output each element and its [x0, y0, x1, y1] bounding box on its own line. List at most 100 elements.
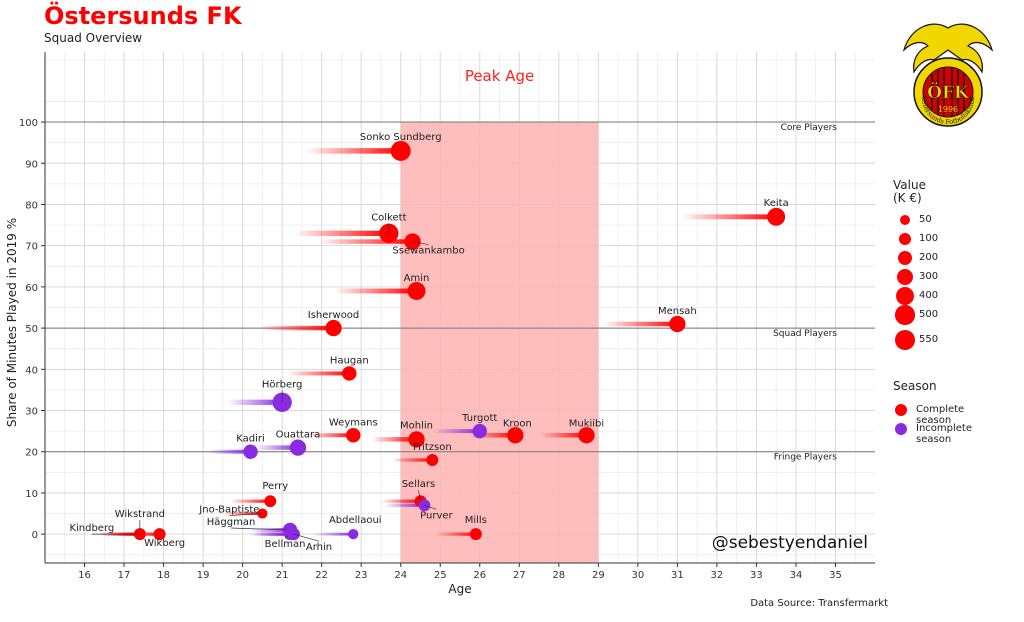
player-label: Fritzson [413, 442, 452, 453]
peak-age-band [400, 122, 599, 563]
player-label: Isherwood [308, 310, 360, 321]
value-legend-label: 50 [919, 214, 932, 225]
x-tick-label: 33 [750, 570, 763, 581]
player-point [346, 428, 361, 443]
x-axis-title: Age [448, 582, 471, 596]
label-connector [424, 504, 437, 510]
x-tick-label: 29 [592, 570, 605, 581]
player-label: Ouattara [276, 430, 321, 441]
x-tick-label: 32 [711, 570, 724, 581]
player-label: Sellars [402, 479, 436, 490]
label-connector [418, 490, 421, 502]
value-legend-title-line2: (K €) [893, 191, 922, 205]
player-trail [602, 321, 678, 327]
player-trail [260, 325, 334, 331]
player-point [257, 508, 268, 519]
value-legend-item: 500 [893, 305, 938, 331]
x-tick-label: 19 [197, 570, 210, 581]
x-tick-label: 31 [671, 570, 684, 581]
band-label: Squad Players [773, 329, 837, 339]
player-label: Kroon [503, 418, 532, 429]
player-label: Jno-Baptiste [198, 505, 259, 516]
player-trail [254, 445, 298, 450]
player-point [264, 495, 277, 508]
player-label: Wikberg [144, 538, 185, 549]
x-tick-label: 20 [236, 570, 249, 581]
player-label: Weymans [329, 417, 378, 428]
season-label-incomplete: Incomplete season [916, 423, 972, 445]
player-trail [432, 429, 480, 434]
player-trail [469, 433, 516, 438]
y-tick-label: 50 [25, 324, 38, 335]
y-tick-label: 40 [25, 365, 38, 376]
x-tick-label: 25 [434, 570, 447, 581]
player-label: Wikstrand [115, 509, 165, 520]
y-tick-label: 100 [19, 118, 38, 129]
player-label: Amin [404, 273, 430, 284]
label-connector [293, 533, 320, 542]
player-label: Kadiri [236, 434, 265, 445]
y-tick-label: 60 [25, 283, 38, 294]
player-point [289, 439, 307, 456]
value-legend-dot [895, 305, 915, 325]
club-crest-logo: ÖFK 1996 Östersunds Fotbollsklubb [902, 23, 994, 127]
player-trail [250, 528, 291, 533]
player-trail [254, 532, 294, 536]
band-label: Fringe Players [774, 453, 838, 463]
page-title: Östersunds FK [44, 2, 242, 30]
player-label: Mills [465, 515, 487, 526]
player-label: Kindberg [69, 523, 114, 534]
crest-year: 1996 [938, 105, 958, 114]
value-legend-label: 500 [919, 309, 939, 320]
label-connector [229, 513, 263, 516]
player-point [407, 282, 426, 300]
player-point [507, 427, 524, 444]
player-trail [317, 239, 413, 244]
x-tick-label: 34 [790, 570, 803, 581]
player-label: Keita [764, 198, 789, 209]
value-legend-item: 400 [893, 287, 938, 306]
player-trail [293, 230, 389, 236]
value-legend-item: 200 [893, 249, 938, 268]
peak-age-label: Peak Age [465, 67, 534, 85]
player-trail [384, 503, 425, 507]
player-point [472, 423, 487, 439]
player-point [669, 315, 686, 333]
player-trail [208, 449, 251, 454]
y-tick-label: 20 [25, 448, 38, 459]
crest-wings [902, 23, 994, 74]
y-axis-title: Share of Minutes Played in 2019 % [5, 218, 19, 427]
value-legend-dot [899, 233, 911, 245]
player-label: Turgott [461, 413, 497, 424]
season-legend-incomplete: Incomplete season [893, 420, 972, 445]
value-legend-label: 100 [919, 233, 939, 244]
page-subtitle: Squad Overview [44, 31, 143, 45]
player-point [469, 528, 482, 541]
player-label: Arhin [306, 542, 332, 553]
x-tick-label: 30 [631, 570, 644, 581]
player-label: Colkett [371, 212, 406, 223]
value-legend-item: 550 [893, 330, 938, 356]
player-trail [230, 499, 271, 503]
value-legend-title-line1: Value [893, 178, 926, 192]
player-point [348, 529, 359, 540]
player-point [243, 444, 258, 459]
player-label: Hörberg [262, 379, 303, 390]
season-label-complete: Complete season [916, 404, 965, 426]
watermark: @sebestyendaniel [712, 533, 868, 553]
x-tick-label: 27 [513, 570, 526, 581]
player-trail [313, 532, 354, 536]
label-connector [231, 527, 291, 531]
x-tick-label: 18 [157, 570, 170, 581]
y-tick-label: 10 [25, 489, 38, 500]
player-point [342, 366, 357, 381]
value-legend-dot [896, 268, 914, 286]
x-tick-label: 24 [394, 570, 407, 581]
x-tick-label: 16 [78, 570, 91, 581]
player-point [408, 431, 425, 448]
player-point [578, 427, 595, 444]
player-label: Sonko Sundberg [360, 132, 442, 143]
player-trail [681, 214, 777, 220]
y-tick-label: 90 [25, 159, 38, 170]
